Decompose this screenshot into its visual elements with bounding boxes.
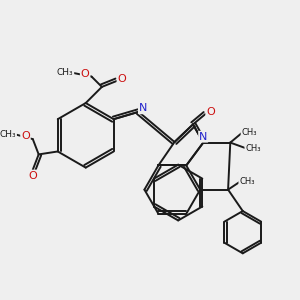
Text: O: O <box>28 170 37 181</box>
Text: CH₃: CH₃ <box>0 130 16 139</box>
Text: CH₃: CH₃ <box>57 68 74 77</box>
Text: CH₃: CH₃ <box>239 177 255 186</box>
Text: O: O <box>206 107 215 117</box>
Text: N: N <box>139 103 147 113</box>
Text: O: O <box>118 74 126 84</box>
Text: O: O <box>21 130 30 141</box>
Text: N: N <box>199 132 208 142</box>
Text: CH₃: CH₃ <box>245 144 261 153</box>
Text: CH₃: CH₃ <box>241 128 257 137</box>
Text: O: O <box>81 69 89 79</box>
